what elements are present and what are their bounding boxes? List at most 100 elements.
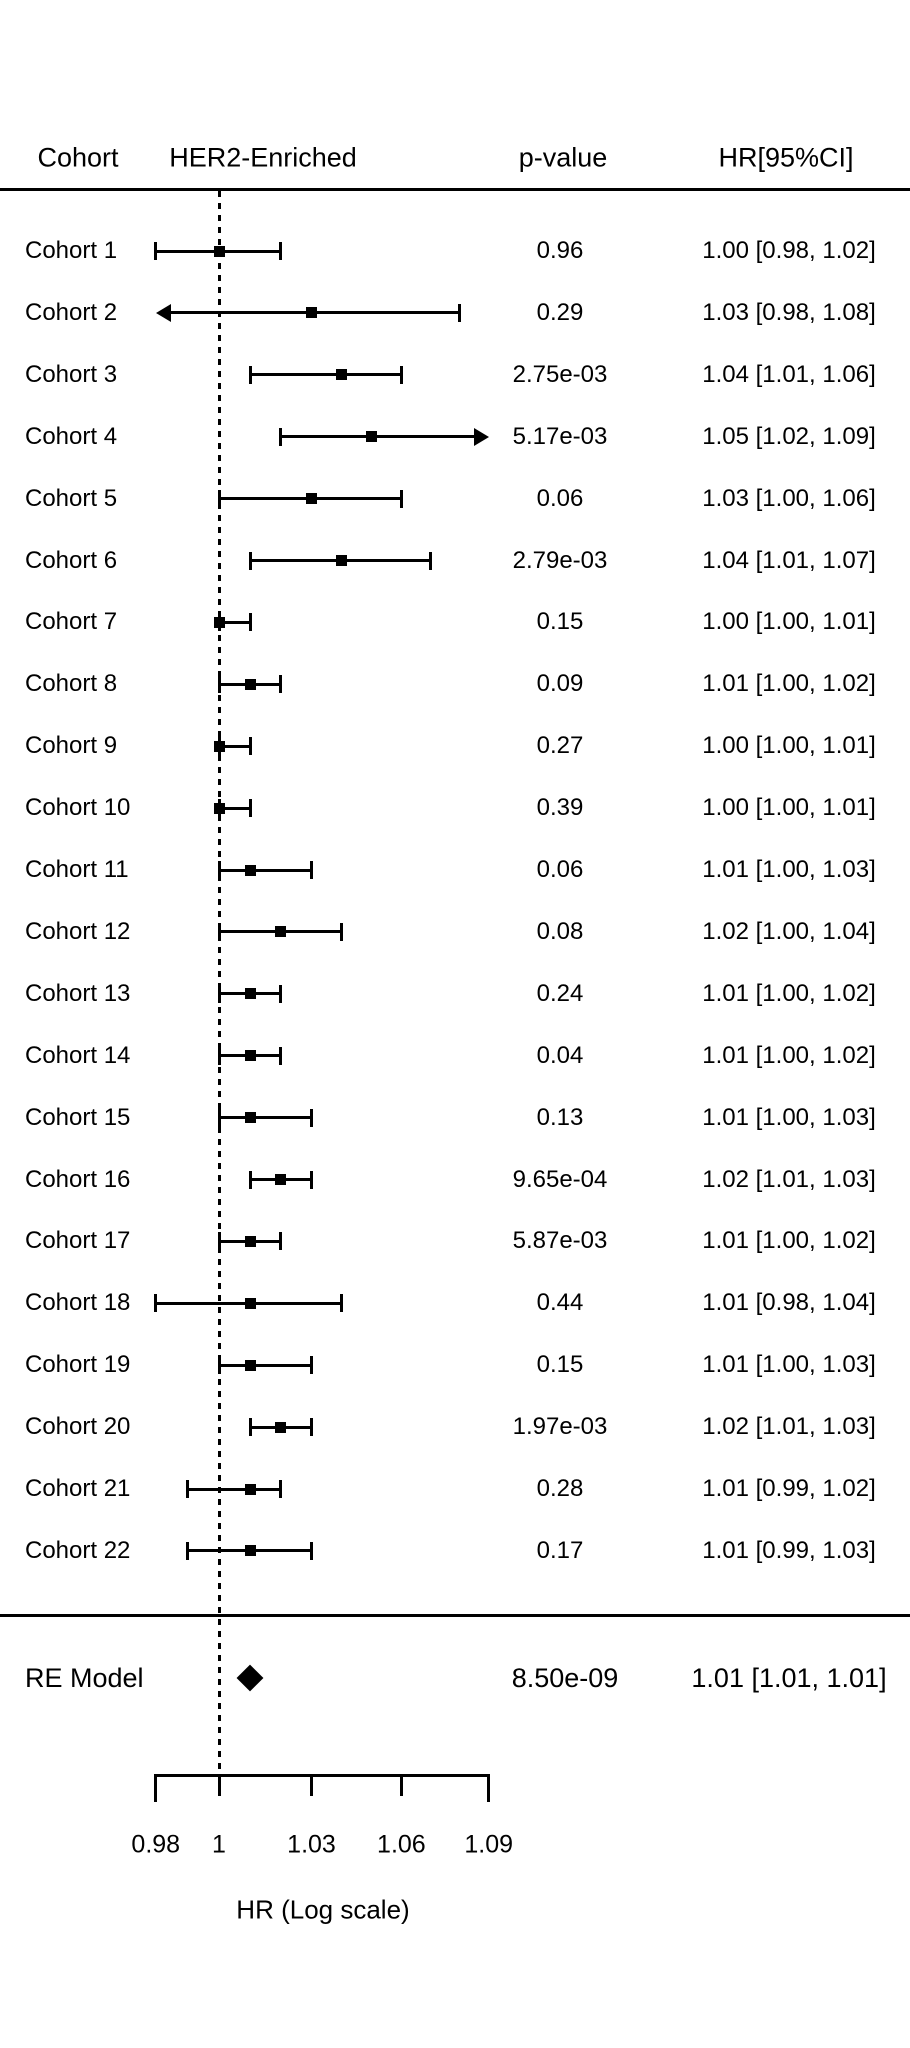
cohort-label: Cohort 11 — [25, 856, 129, 883]
cohort-label: Cohort 18 — [25, 1289, 131, 1317]
hr-point-marker — [244, 1545, 256, 1557]
x-axis-tick — [217, 1774, 221, 1796]
hr-point-marker — [306, 493, 318, 505]
ci-line — [219, 868, 312, 872]
cohort-label: Cohort 17 — [25, 1227, 131, 1255]
hr-point-marker — [244, 1297, 256, 1309]
row-pvalue: 2.75e-03 — [512, 360, 608, 388]
x-axis-tick-label: 1.03 — [287, 1830, 336, 1859]
x-axis-tick — [399, 1774, 403, 1796]
row-hrci: 1.01 [1.00, 1.02] — [702, 670, 876, 698]
row-hrci: 1.04 [1.01, 1.06] — [702, 360, 876, 388]
x-axis-tick-label: 1 — [212, 1830, 226, 1859]
hr-point-marker — [213, 616, 225, 628]
cohort-label: Cohort 6 — [25, 546, 118, 574]
row-hrci: 1.01 [1.00, 1.03] — [702, 1351, 876, 1379]
cohort-label: Cohort 5 — [25, 484, 118, 512]
forest-row-cohort-20: Cohort 20 1.97e-03 1.02 [1.01, 1.03] — [0, 1396, 910, 1458]
forest-row-cohort-5: Cohort 5 0.06 1.03 [1.00, 1.06] — [0, 468, 910, 530]
x-axis-tick — [310, 1774, 314, 1796]
row-hrci: 1.04 [1.01, 1.07] — [702, 546, 876, 574]
row-pvalue: 0.44 — [536, 1289, 584, 1317]
row-hrci: 1.00 [1.00, 1.01] — [702, 794, 876, 822]
forest-row-cohort-3: Cohort 3 2.75e-03 1.04 [1.01, 1.06] — [0, 344, 910, 406]
row-pvalue: 0.28 — [536, 1475, 584, 1502]
row-hrci: 1.01 [0.98, 1.04] — [702, 1289, 876, 1317]
row-hrci: 1.00 [1.00, 1.01] — [702, 732, 876, 760]
forest-row-cohort-12: Cohort 12 0.08 1.02 [1.00, 1.04] — [0, 901, 910, 963]
hr-point-marker — [336, 369, 348, 381]
hr-point-marker — [244, 1483, 256, 1495]
cohort-label: Cohort 19 — [25, 1351, 131, 1379]
ci-cap-right — [310, 1108, 314, 1127]
ci-cap-right — [248, 737, 252, 756]
cohort-label: Cohort 1 — [25, 237, 118, 264]
forest-row-cohort-19: Cohort 19 0.15 1.01 [1.00, 1.03] — [0, 1334, 910, 1396]
forest-row-cohort-17: Cohort 17 5.87e-03 1.01 [1.00, 1.02] — [0, 1210, 910, 1272]
ci-arrow-right — [473, 427, 489, 446]
forest-row-cohort-14: Cohort 14 0.04 1.01 [1.00, 1.02] — [0, 1025, 910, 1087]
row-pvalue: 5.17e-03 — [512, 422, 608, 450]
row-pvalue: 0.15 — [536, 1351, 584, 1379]
ci-cap-right — [279, 1046, 283, 1065]
header-separator-line — [0, 188, 910, 191]
x-axis-tick-label: 1.06 — [377, 1830, 426, 1859]
hr-point-marker — [275, 926, 287, 938]
forest-row-cohort-6: Cohort 6 2.79e-03 1.04 [1.01, 1.07] — [0, 530, 910, 592]
cohort-label: Cohort 9 — [25, 732, 118, 760]
row-hrci: 1.01 [0.99, 1.02] — [702, 1475, 876, 1502]
row-pvalue: 0.08 — [536, 917, 584, 945]
cohort-label: Cohort 3 — [25, 360, 118, 388]
ci-cap-right — [399, 365, 403, 384]
row-pvalue: 0.09 — [536, 670, 584, 698]
row-pvalue: 1.97e-03 — [512, 1413, 608, 1441]
x-axis-title: HR (Log scale) — [236, 1894, 410, 1925]
row-hrci: 1.02 [1.01, 1.03] — [702, 1165, 876, 1193]
hr-point-marker — [213, 245, 225, 257]
row-hrci: 1.01 [1.00, 1.03] — [702, 1103, 876, 1131]
row-hrci: 1.00 [0.98, 1.02] — [702, 237, 876, 264]
ci-cap-right — [279, 1232, 283, 1251]
forest-row-cohort-9: Cohort 9 0.27 1.00 [1.00, 1.01] — [0, 715, 910, 777]
re-diamond-marker — [236, 1664, 264, 1692]
ci-line — [219, 1363, 312, 1367]
x-axis-tick — [487, 1774, 491, 1802]
ci-cap-right — [310, 1356, 314, 1375]
row-pvalue: 2.79e-03 — [512, 546, 608, 574]
row-pvalue: 0.24 — [536, 979, 584, 1007]
cohort-label: Cohort 4 — [25, 422, 118, 450]
cohort-label: Cohort 7 — [25, 608, 118, 636]
column-header-hrci: HR[95%CI] — [718, 142, 854, 173]
forest-row-cohort-8: Cohort 8 0.09 1.01 [1.00, 1.02] — [0, 653, 910, 715]
row-pvalue: 9.65e-04 — [512, 1165, 608, 1193]
ci-line — [219, 1116, 312, 1120]
ci-cap-right — [310, 1170, 314, 1189]
reference-line — [217, 191, 221, 1774]
ci-cap-right — [340, 1294, 344, 1313]
row-pvalue: 0.13 — [536, 1103, 584, 1131]
hr-point-marker — [366, 431, 378, 443]
ci-cap-right — [310, 1541, 314, 1560]
row-pvalue: 0.17 — [536, 1536, 584, 1564]
cohort-label: Cohort 22 — [25, 1536, 131, 1564]
forest-row-cohort-21: Cohort 21 0.28 1.01 [0.99, 1.02] — [0, 1458, 910, 1520]
forest-row-cohort-13: Cohort 13 0.24 1.01 [1.00, 1.02] — [0, 963, 910, 1025]
cohort-label: Cohort 16 — [25, 1165, 131, 1193]
ci-line — [219, 620, 251, 624]
ci-line — [187, 1487, 281, 1491]
forest-row-cohort-18: Cohort 18 0.44 1.01 [0.98, 1.04] — [0, 1272, 910, 1334]
forest-row-cohort-16: Cohort 16 9.65e-04 1.02 [1.01, 1.03] — [0, 1149, 910, 1211]
hr-point-marker — [244, 1235, 256, 1247]
re-model-hrci: 1.01 [1.01, 1.01] — [691, 1663, 887, 1693]
x-axis-line — [155, 1774, 489, 1777]
cohort-label: Cohort 20 — [25, 1413, 131, 1441]
row-hrci: 1.03 [1.00, 1.06] — [702, 484, 876, 512]
ci-cap-right — [279, 1480, 283, 1498]
row-pvalue: 0.96 — [536, 237, 584, 264]
x-axis-tick — [154, 1774, 158, 1802]
row-hrci: 1.01 [1.00, 1.02] — [702, 1041, 876, 1069]
row-pvalue: 0.39 — [536, 794, 584, 822]
forest-row-cohort-4: Cohort 4 5.17e-03 1.05 [1.02, 1.09] — [0, 406, 910, 468]
cohort-label: Cohort 15 — [25, 1103, 131, 1131]
